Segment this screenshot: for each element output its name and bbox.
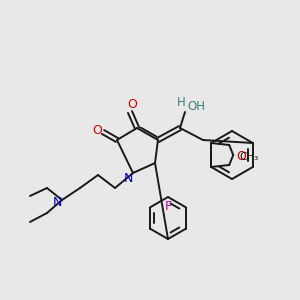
Text: N: N <box>123 172 133 184</box>
Text: O: O <box>236 149 246 163</box>
Text: O: O <box>127 98 137 112</box>
Text: H: H <box>177 97 185 110</box>
Text: OH: OH <box>187 100 205 112</box>
Text: F: F <box>164 200 172 212</box>
Text: N: N <box>52 196 62 208</box>
Text: O: O <box>92 124 102 137</box>
Text: CH₃: CH₃ <box>239 152 259 162</box>
